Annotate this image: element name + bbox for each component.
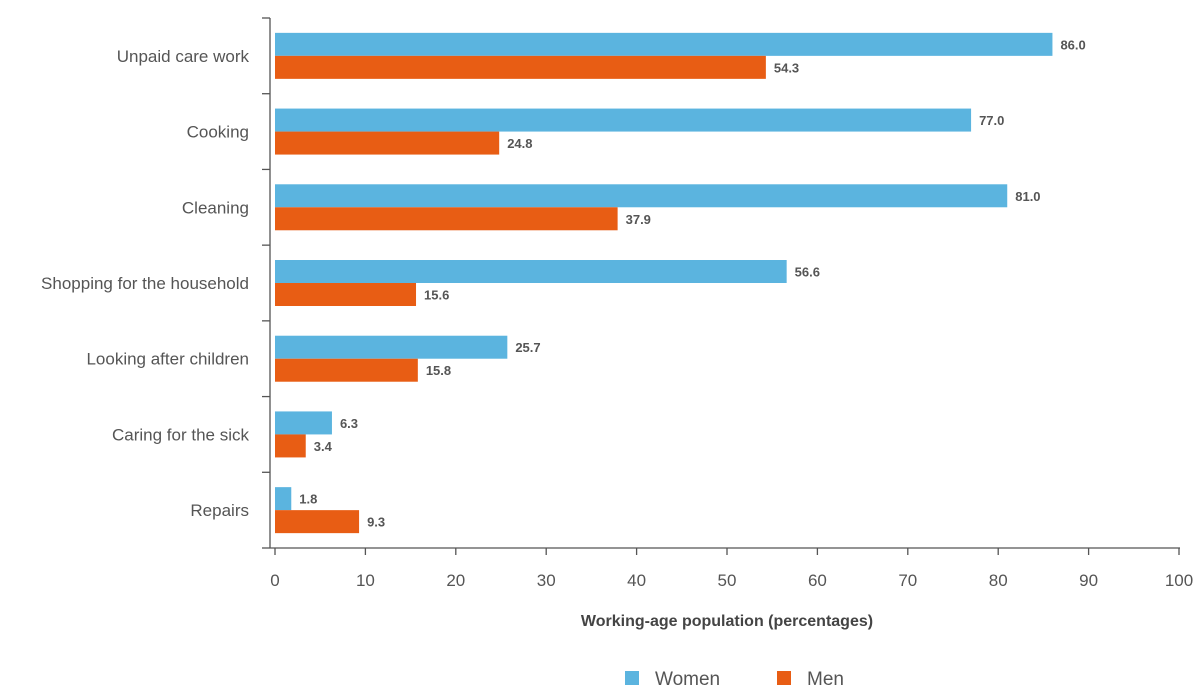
value-label-men: 15.8 [426, 363, 451, 378]
bar-men [275, 283, 417, 306]
bar-men [275, 131, 500, 155]
value-label-women: 56.6 [795, 265, 820, 280]
bar-women [275, 487, 292, 511]
bars [275, 32, 1053, 534]
bar-women [275, 411, 332, 435]
x-tick-label: 50 [718, 571, 737, 590]
bar-men [275, 358, 418, 382]
bar-men [275, 55, 766, 79]
value-label-women: 25.7 [515, 340, 540, 355]
x-tick-label: 10 [356, 571, 375, 590]
x-tick-label: 90 [1079, 571, 1098, 590]
legend: Women Men [625, 669, 844, 688]
category-label: Looking after children [86, 350, 249, 369]
value-label-women: 6.3 [340, 416, 358, 431]
x-tick-label: 80 [989, 571, 1008, 590]
value-label-women: 77.0 [979, 113, 1004, 128]
legend-label-men: Men [807, 669, 844, 688]
legend-swatch-men [777, 671, 791, 685]
category-label: Repairs [190, 501, 249, 520]
axes [262, 17, 1180, 555]
category-label: Cleaning [182, 198, 249, 217]
value-label-women: 81.0 [1015, 189, 1040, 204]
bar-men [275, 510, 360, 534]
bar-women [275, 32, 1053, 56]
x-tick-label: 20 [446, 571, 465, 590]
category-label: Shopping for the household [41, 274, 249, 293]
x-tick-label: 70 [898, 571, 917, 590]
category-label: Caring for the sick [112, 425, 249, 444]
bar-men [275, 434, 306, 458]
x-tick-label: 60 [808, 571, 827, 590]
bar-men [275, 207, 618, 231]
bar-women [275, 184, 1008, 208]
category-label: Cooking [187, 123, 249, 142]
value-label-women: 86.0 [1060, 37, 1085, 52]
bar-women [275, 108, 972, 132]
x-tick-label: 100 [1165, 571, 1193, 590]
bar-women [275, 260, 787, 283]
value-label-men: 3.4 [314, 439, 333, 454]
bar-women [275, 335, 508, 359]
value-label-men: 15.6 [424, 288, 449, 303]
x-tick-label: 30 [537, 571, 556, 590]
legend-swatch-women [625, 671, 639, 685]
x-axis-title: Working-age population (percentages) [581, 613, 873, 630]
legend-label-women: Women [655, 669, 720, 688]
value-label-men: 54.3 [774, 60, 799, 75]
x-tick-label: 0 [270, 571, 279, 590]
value-label-men: 37.9 [626, 212, 651, 227]
category-label: Unpaid care work [117, 47, 250, 66]
value-label-men: 24.8 [507, 136, 532, 151]
x-tick-label: 40 [627, 571, 646, 590]
labels: 0 10 20 30 40 50 60 70 80 90 100 Unpaid care work 86… [41, 37, 1193, 590]
value-label-men: 9.3 [367, 515, 385, 530]
value-label-women: 1.8 [299, 492, 317, 507]
